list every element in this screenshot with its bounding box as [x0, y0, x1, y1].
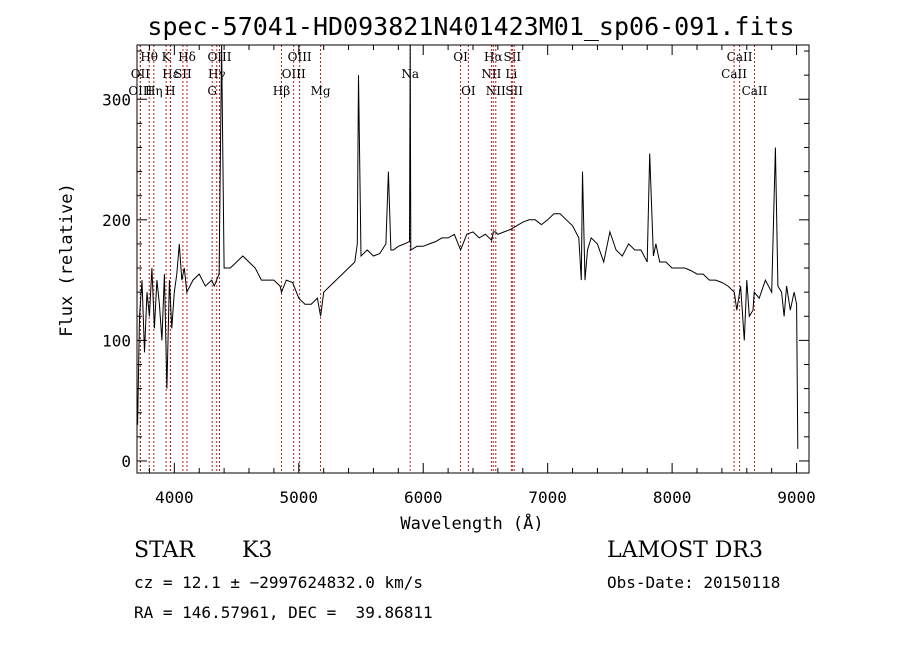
coordinates-readout: RA = 146.57961, DEC = 39.86811 [134, 603, 433, 622]
line-marker-label: Hθ [140, 50, 158, 64]
line-marker-label: OIII [128, 84, 152, 98]
line-marker-label: CaII [721, 67, 747, 81]
line-marker-label: CaII [727, 50, 753, 64]
line-marker-label: Hα [484, 50, 503, 64]
line-marker-label: NII [486, 84, 506, 98]
line-marker-label: SII [503, 50, 521, 64]
object-subclass: K3 [242, 538, 273, 563]
line-marker-label: OIII [207, 50, 231, 64]
y-axis-ticks: 0 100 200 300 [102, 50, 809, 471]
chart-title: spec-57041-HD093821N401423M01_sp06-091.f… [147, 12, 794, 41]
spectrum-line [137, 44, 799, 449]
line-marker-label: G [207, 84, 217, 98]
line-marker-label: OIII [288, 50, 312, 64]
y-axis-label: Flux (relative) [57, 183, 77, 337]
y-tick-label: 0 [121, 452, 131, 471]
plot-frame [136, 44, 810, 474]
x-tick-label: 6000 [404, 488, 443, 507]
line-marker-label: NII [481, 67, 501, 81]
x-tick-label: 4000 [155, 488, 194, 507]
line-marker-label: Hβ [273, 84, 290, 98]
line-marker-label: OI [461, 84, 476, 98]
line-marker-label: OI [453, 50, 468, 64]
line-marker-label: Li [505, 67, 517, 81]
redshift-readout: cz = 12.1 ± −2997624832.0 km/s [134, 573, 423, 592]
line-marker-label: CaII [742, 84, 768, 98]
line-marker-label: SII [505, 84, 523, 98]
line-marker-label: OIII [282, 67, 306, 81]
line-marker-label: Hη [145, 84, 163, 98]
spectrum-series [137, 44, 799, 449]
observation-date: Obs-Date: 20150118 [607, 573, 781, 592]
x-axis-label: Wavelength (Å) [400, 512, 543, 534]
x-axis-ticks: 4000 5000 6000 7000 8000 9000 [148, 45, 816, 507]
y-tick-label: 100 [102, 331, 131, 350]
y-tick-label: 300 [102, 90, 131, 109]
line-marker-label: SII [174, 67, 192, 81]
y-tick-label: 200 [102, 211, 131, 230]
line-marker-label: K [162, 50, 172, 64]
x-tick-label: 9000 [777, 488, 816, 507]
line-marker-label: Hδ [178, 50, 196, 64]
x-tick-label: 8000 [653, 488, 692, 507]
line-marker-label: Hγ [208, 67, 226, 81]
line-marker-label: Mg [311, 84, 331, 98]
x-tick-label: 7000 [528, 488, 567, 507]
x-tick-label: 5000 [280, 488, 319, 507]
line-marker-label: H [165, 84, 175, 98]
survey-name: LAMOST DR3 [607, 538, 763, 563]
object-class: STAR [134, 538, 195, 563]
